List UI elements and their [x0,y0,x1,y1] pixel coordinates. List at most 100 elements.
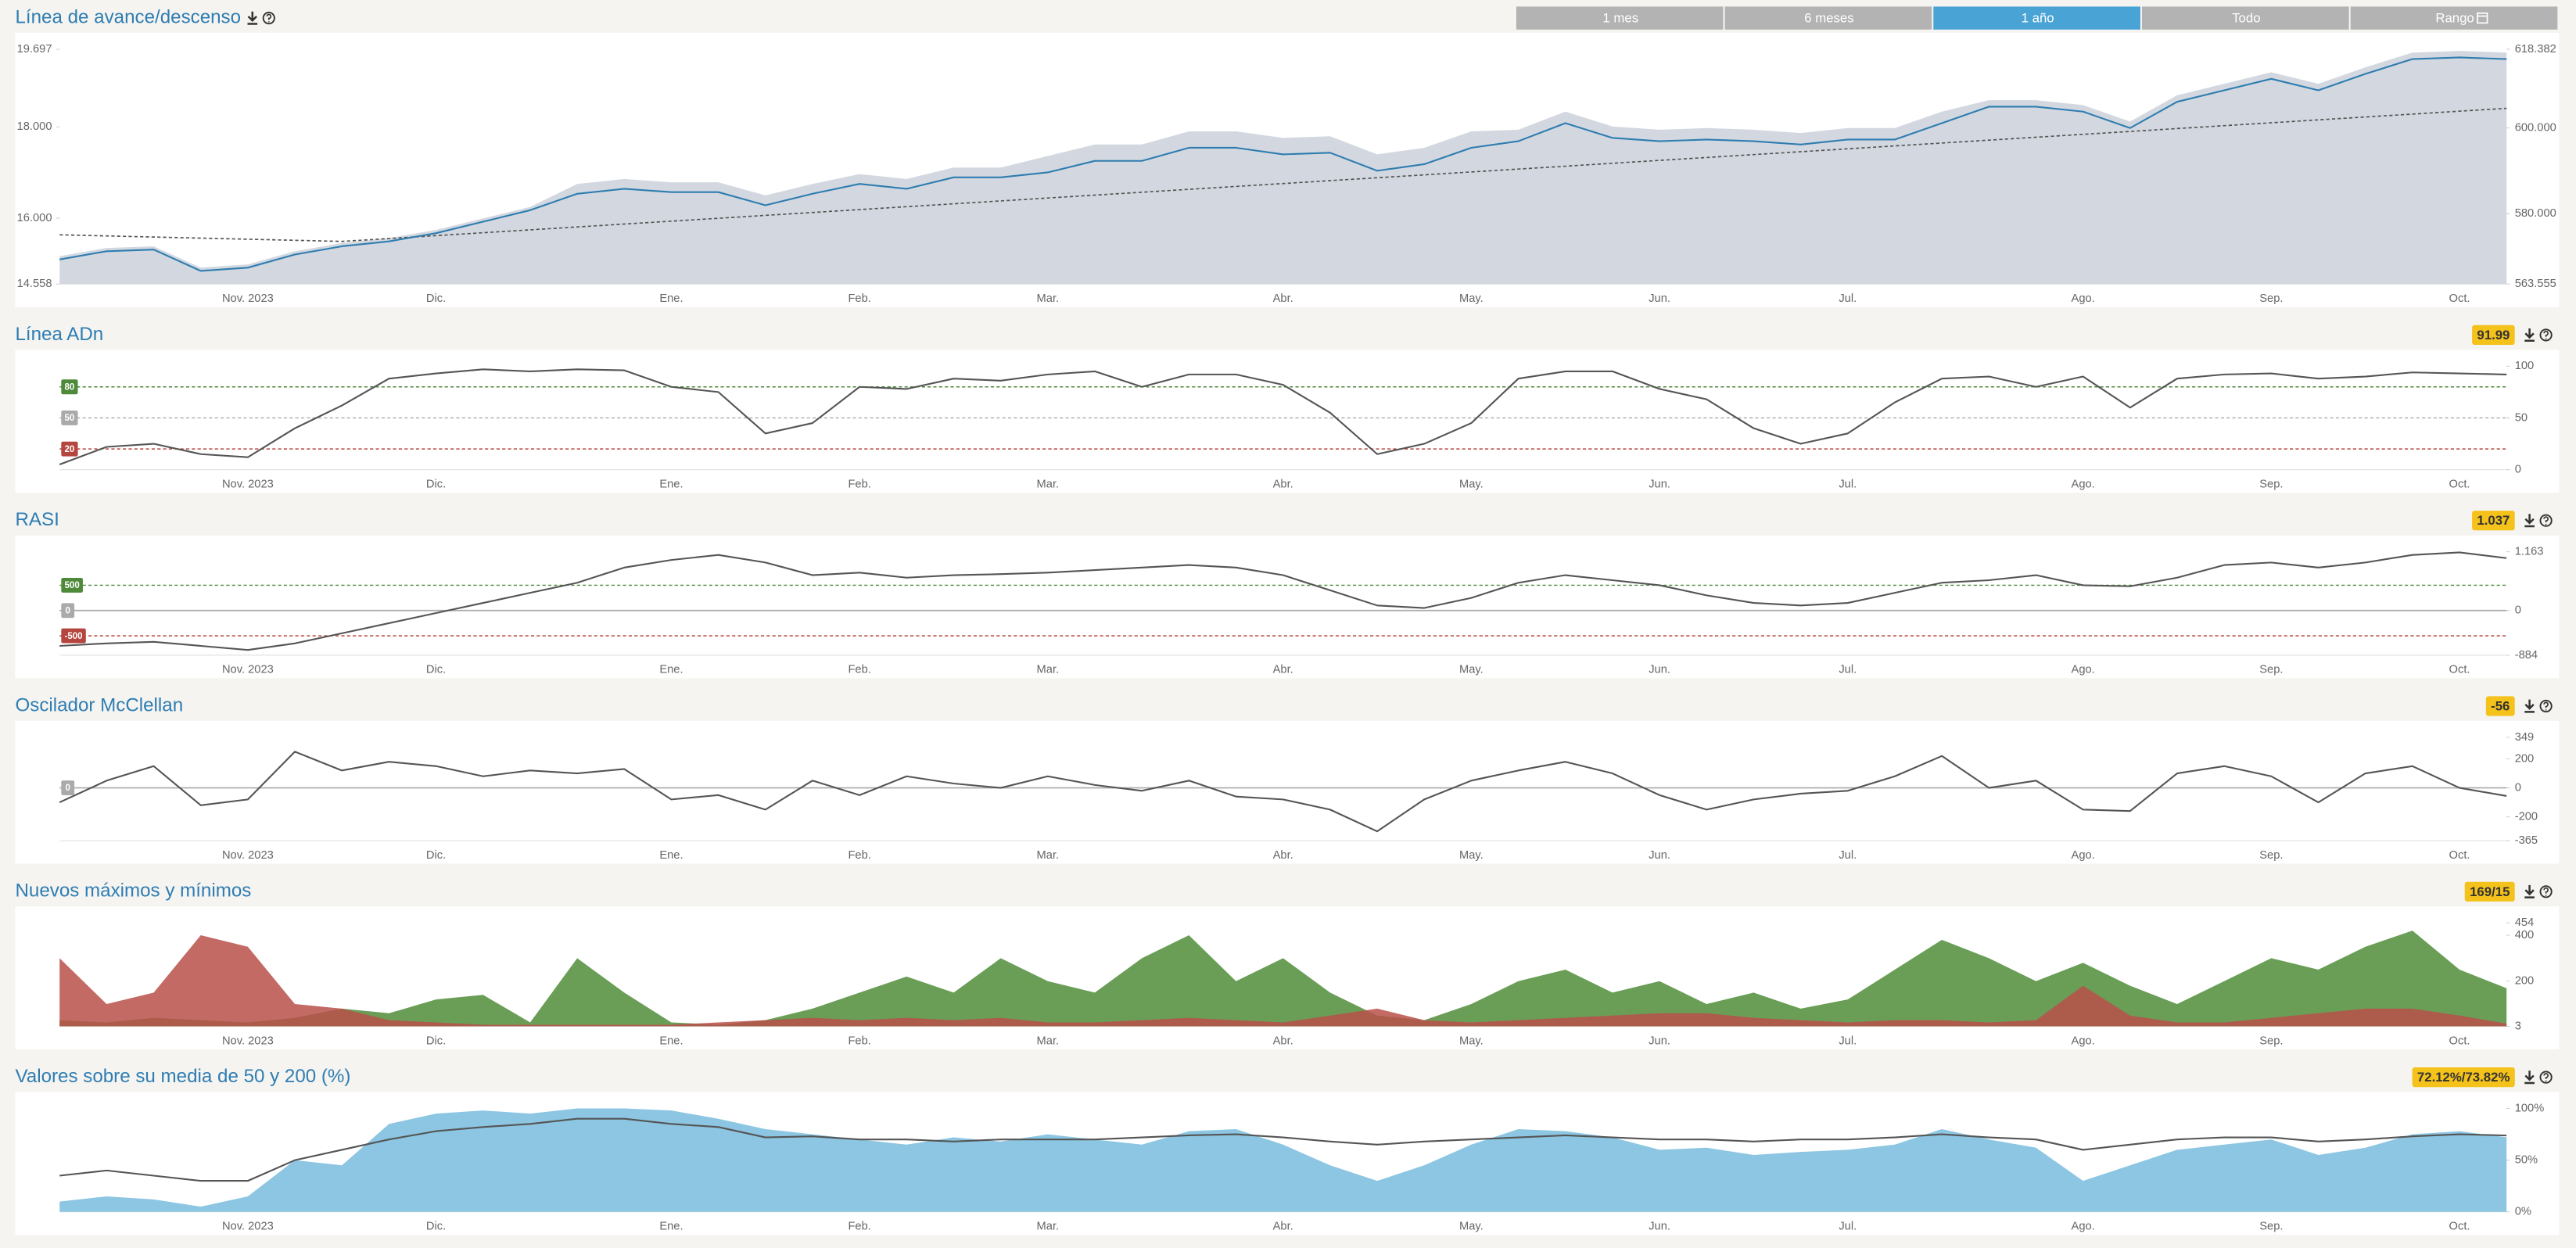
download-icon[interactable] [247,11,258,25]
level-label: 0 [65,784,70,793]
level-badge [61,411,78,425]
current-value-badge [2464,881,2515,902]
x-tick-label: Jul. [1839,292,1857,305]
help-icon[interactable] [2539,885,2553,898]
help-icon[interactable] [2539,699,2553,713]
x-tick-label: Dic. [426,478,446,490]
level-label: 80 [65,382,75,392]
y-tick-label: 580.000 [2515,207,2556,220]
x-tick-label: Jun. [1649,292,1670,305]
x-tick-label: Ene. [659,1035,683,1047]
level-badge [61,441,78,457]
x-tick-label: Feb. [848,478,870,490]
range-button[interactable] [2350,6,2558,30]
help-icon[interactable] [2539,1070,2553,1084]
x-tick-label: Ene. [659,478,683,490]
x-tick-label: Dic. [426,292,446,305]
panel-title: Oscilador McClellan [16,694,184,715]
current-value: 169/15 [2470,884,2510,899]
x-tick-label: Nov. 2023 [222,292,274,305]
range-button[interactable] [1516,6,1724,30]
level-badge [61,628,86,644]
y-tick-label: 349 [2515,731,2535,744]
x-tick-label: Jun. [1649,1221,1670,1233]
x-tick-label: Ene. [659,1221,683,1233]
y-tick-label: 618.382 [2515,43,2556,56]
y-tick-label: 400 [2515,929,2535,941]
range-button[interactable] [2142,6,2349,30]
panel-title: RASI [16,509,59,530]
line [59,751,2507,833]
current-value-badge [2412,1067,2515,1088]
x-tick-label: Jun. [1649,478,1670,490]
area [59,51,2507,285]
range-button-label: 1 mes [1602,11,1638,26]
level-label: 50 [65,414,75,423]
panel-title: Valores sobre su media de 50 y 200 (%) [16,1066,351,1087]
x-tick-label: Mar. [1037,478,1060,490]
calendar-icon [2477,12,2488,24]
range-button[interactable] [1724,6,1932,30]
x-tick-label: Sep. [2259,1035,2283,1047]
x-tick-label: Sep. [2259,1221,2283,1233]
download-icon[interactable] [2524,1070,2535,1085]
x-tick-label: May. [1459,849,1484,862]
x-tick-label: Ago. [2072,849,2095,862]
x-tick-label: May. [1459,1221,1484,1233]
x-tick-label: Abr. [1273,1221,1293,1233]
x-tick-label: Nov. 2023 [222,664,274,676]
y-tick-label: 454 [2515,916,2535,929]
x-tick-label: Ene. [659,849,683,862]
current-value: -56 [2491,698,2510,713]
panel [15,535,2560,679]
x-tick-label: Sep. [2259,478,2283,490]
y-tick-label: 200 [2515,752,2535,765]
range-button-label: Rango [2435,11,2474,26]
current-value-badge [2472,511,2515,531]
range-button-label: 6 meses [1804,11,1853,26]
x-tick-label: Nov. 2023 [222,478,274,490]
current-value-badge [2485,696,2515,716]
x-tick-label: Feb. [848,1035,870,1047]
x-tick-label: Jun. [1649,849,1670,862]
help-icon[interactable] [262,12,275,25]
line [59,551,2507,651]
range-button[interactable] [1933,6,2140,30]
current-value: 1.037 [2477,513,2510,528]
area [59,1108,2507,1212]
y-tick-label: 563.555 [2515,278,2556,290]
y-tick-label: -200 [2515,811,2538,823]
x-tick-label: Feb. [848,664,870,676]
x-tick-label: Oct. [2449,292,2470,305]
help-icon-mark [2543,887,2549,896]
x-tick-label: Nov. 2023 [222,1035,274,1047]
panel [15,720,2560,864]
help-icon[interactable] [2539,514,2553,527]
x-tick-label: Ago. [2072,1035,2095,1047]
help-icon-mark [2543,516,2549,525]
level-badge [61,780,75,796]
level-label: 20 [65,445,75,454]
y-tick-label: 0 [2515,781,2521,794]
current-value: 72.12%/73.82% [2417,1070,2510,1085]
x-tick-label: Feb. [848,1221,870,1233]
x-tick-label: Dic. [426,1221,446,1233]
x-tick-label: Mar. [1037,1221,1060,1233]
range-button-label: Todo [2232,11,2260,26]
download-icon[interactable] [2524,699,2535,713]
help-icon[interactable] [2539,328,2553,342]
line [59,368,2507,465]
download-icon[interactable] [2524,514,2535,528]
x-tick-label: Dic. [426,664,446,676]
x-tick-label: Jul. [1839,1035,1857,1047]
x-tick-label: Jun. [1649,1035,1670,1047]
x-tick-label: Ago. [2072,478,2095,490]
download-icon[interactable] [2524,328,2535,342]
download-icon[interactable] [2524,884,2535,898]
x-tick-label: Dic. [426,849,446,862]
level-label: 0 [65,606,70,615]
x-tick-label: Oct. [2449,478,2470,490]
x-tick-label: Nov. 2023 [222,1221,274,1233]
